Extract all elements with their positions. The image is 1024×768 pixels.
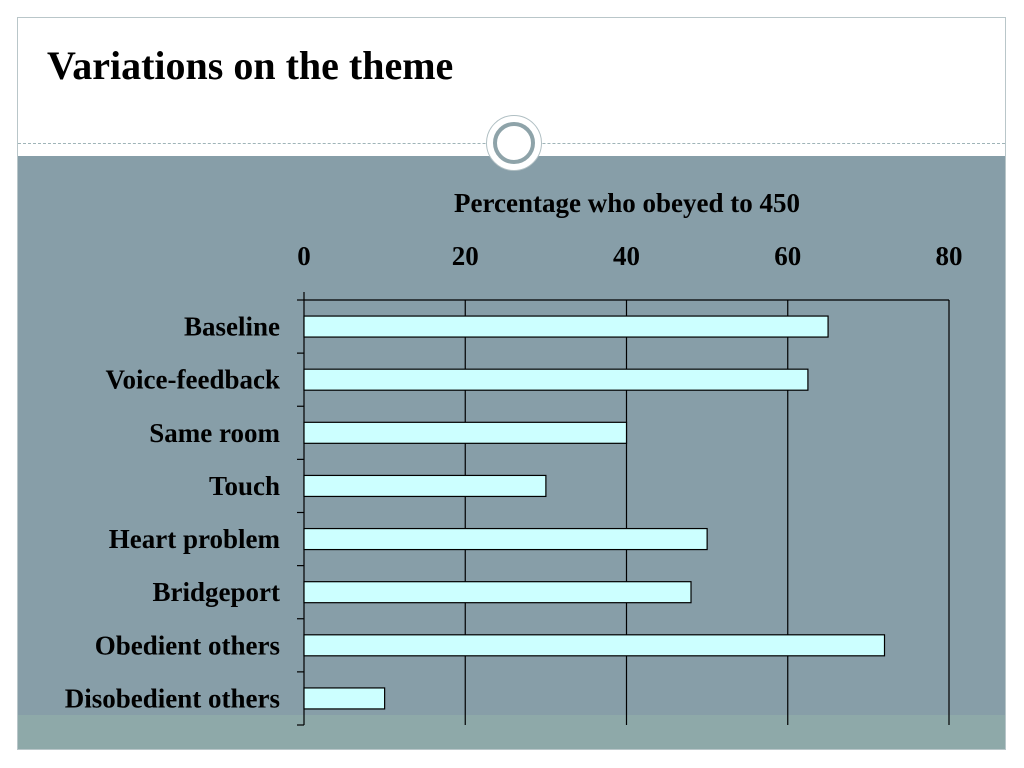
bar bbox=[303, 368, 809, 391]
x-tick-label: 0 bbox=[297, 241, 311, 271]
bar bbox=[303, 527, 708, 551]
slide-title: Variations on the theme bbox=[47, 43, 454, 88]
footer-band bbox=[18, 715, 1005, 749]
x-tick-label: 80 bbox=[936, 241, 963, 271]
bar bbox=[303, 687, 386, 710]
bar bbox=[303, 315, 829, 338]
category-label: Touch bbox=[209, 471, 280, 501]
category-label: Voice-feedback bbox=[106, 365, 280, 395]
category-label: Baseline bbox=[184, 312, 280, 342]
circle-ornament-icon bbox=[486, 115, 542, 171]
category-label: Disobedient others bbox=[65, 683, 280, 713]
ring-icon bbox=[493, 122, 535, 164]
chart-title: Percentage who obeyed to 450 bbox=[454, 188, 800, 218]
slide: Variations on the theme bbox=[17, 17, 1006, 750]
bar bbox=[303, 634, 886, 657]
x-tick-label: 60 bbox=[774, 241, 801, 271]
x-tick-label: 20 bbox=[452, 241, 479, 271]
x-tick-label: 40 bbox=[613, 241, 640, 271]
bar bbox=[303, 581, 692, 604]
category-label: Heart problem bbox=[109, 524, 281, 554]
bar bbox=[303, 474, 547, 498]
bar bbox=[303, 421, 628, 444]
category-label: Obedient others bbox=[95, 630, 280, 660]
category-label: Bridgeport bbox=[153, 577, 281, 607]
category-label: Same room bbox=[149, 418, 280, 448]
